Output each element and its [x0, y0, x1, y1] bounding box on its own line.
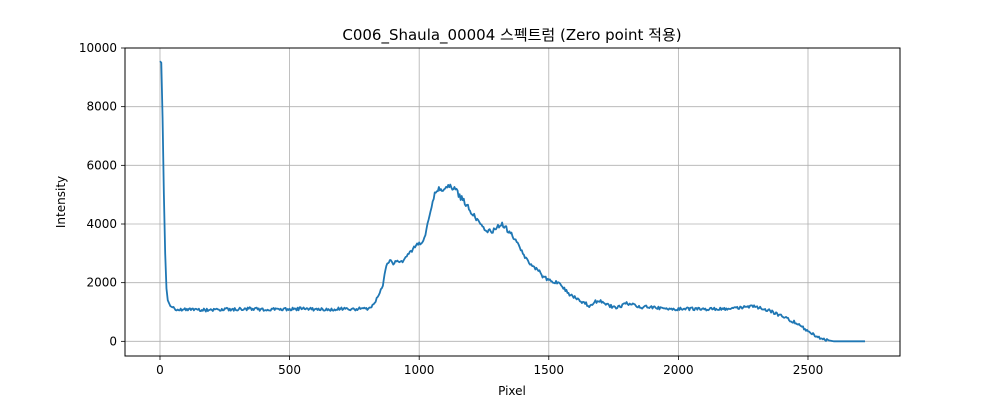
y-tick-label: 4000 — [86, 217, 117, 231]
chart-title: C006_Shaula_00004 스펙트럼 (Zero point 적용) — [342, 26, 681, 45]
y-tick-label: 8000 — [86, 100, 117, 114]
x-tick-label: 1500 — [534, 363, 565, 377]
x-tick-label: 2000 — [663, 363, 694, 377]
axis-ticks: 0 500 1000 1500 2000 2500 0 2000 4000 6000 8000 100… — [79, 41, 823, 377]
y-tick-label: 10000 — [79, 41, 117, 55]
y-tick-label: 0 — [109, 334, 117, 348]
x-tick-label: 2500 — [793, 363, 824, 377]
y-axis-label: Intensity — [54, 176, 68, 228]
y-tick-label: 6000 — [86, 158, 117, 172]
x-tick-label: 1000 — [404, 363, 435, 377]
x-tick-label: 500 — [278, 363, 301, 377]
y-tick-label: 2000 — [86, 276, 117, 290]
x-tick-label: 0 — [156, 363, 164, 377]
intensity-series-line — [159, 60, 866, 343]
plot-frame — [124, 47, 901, 357]
x-axis-label: Pixel — [498, 384, 526, 398]
